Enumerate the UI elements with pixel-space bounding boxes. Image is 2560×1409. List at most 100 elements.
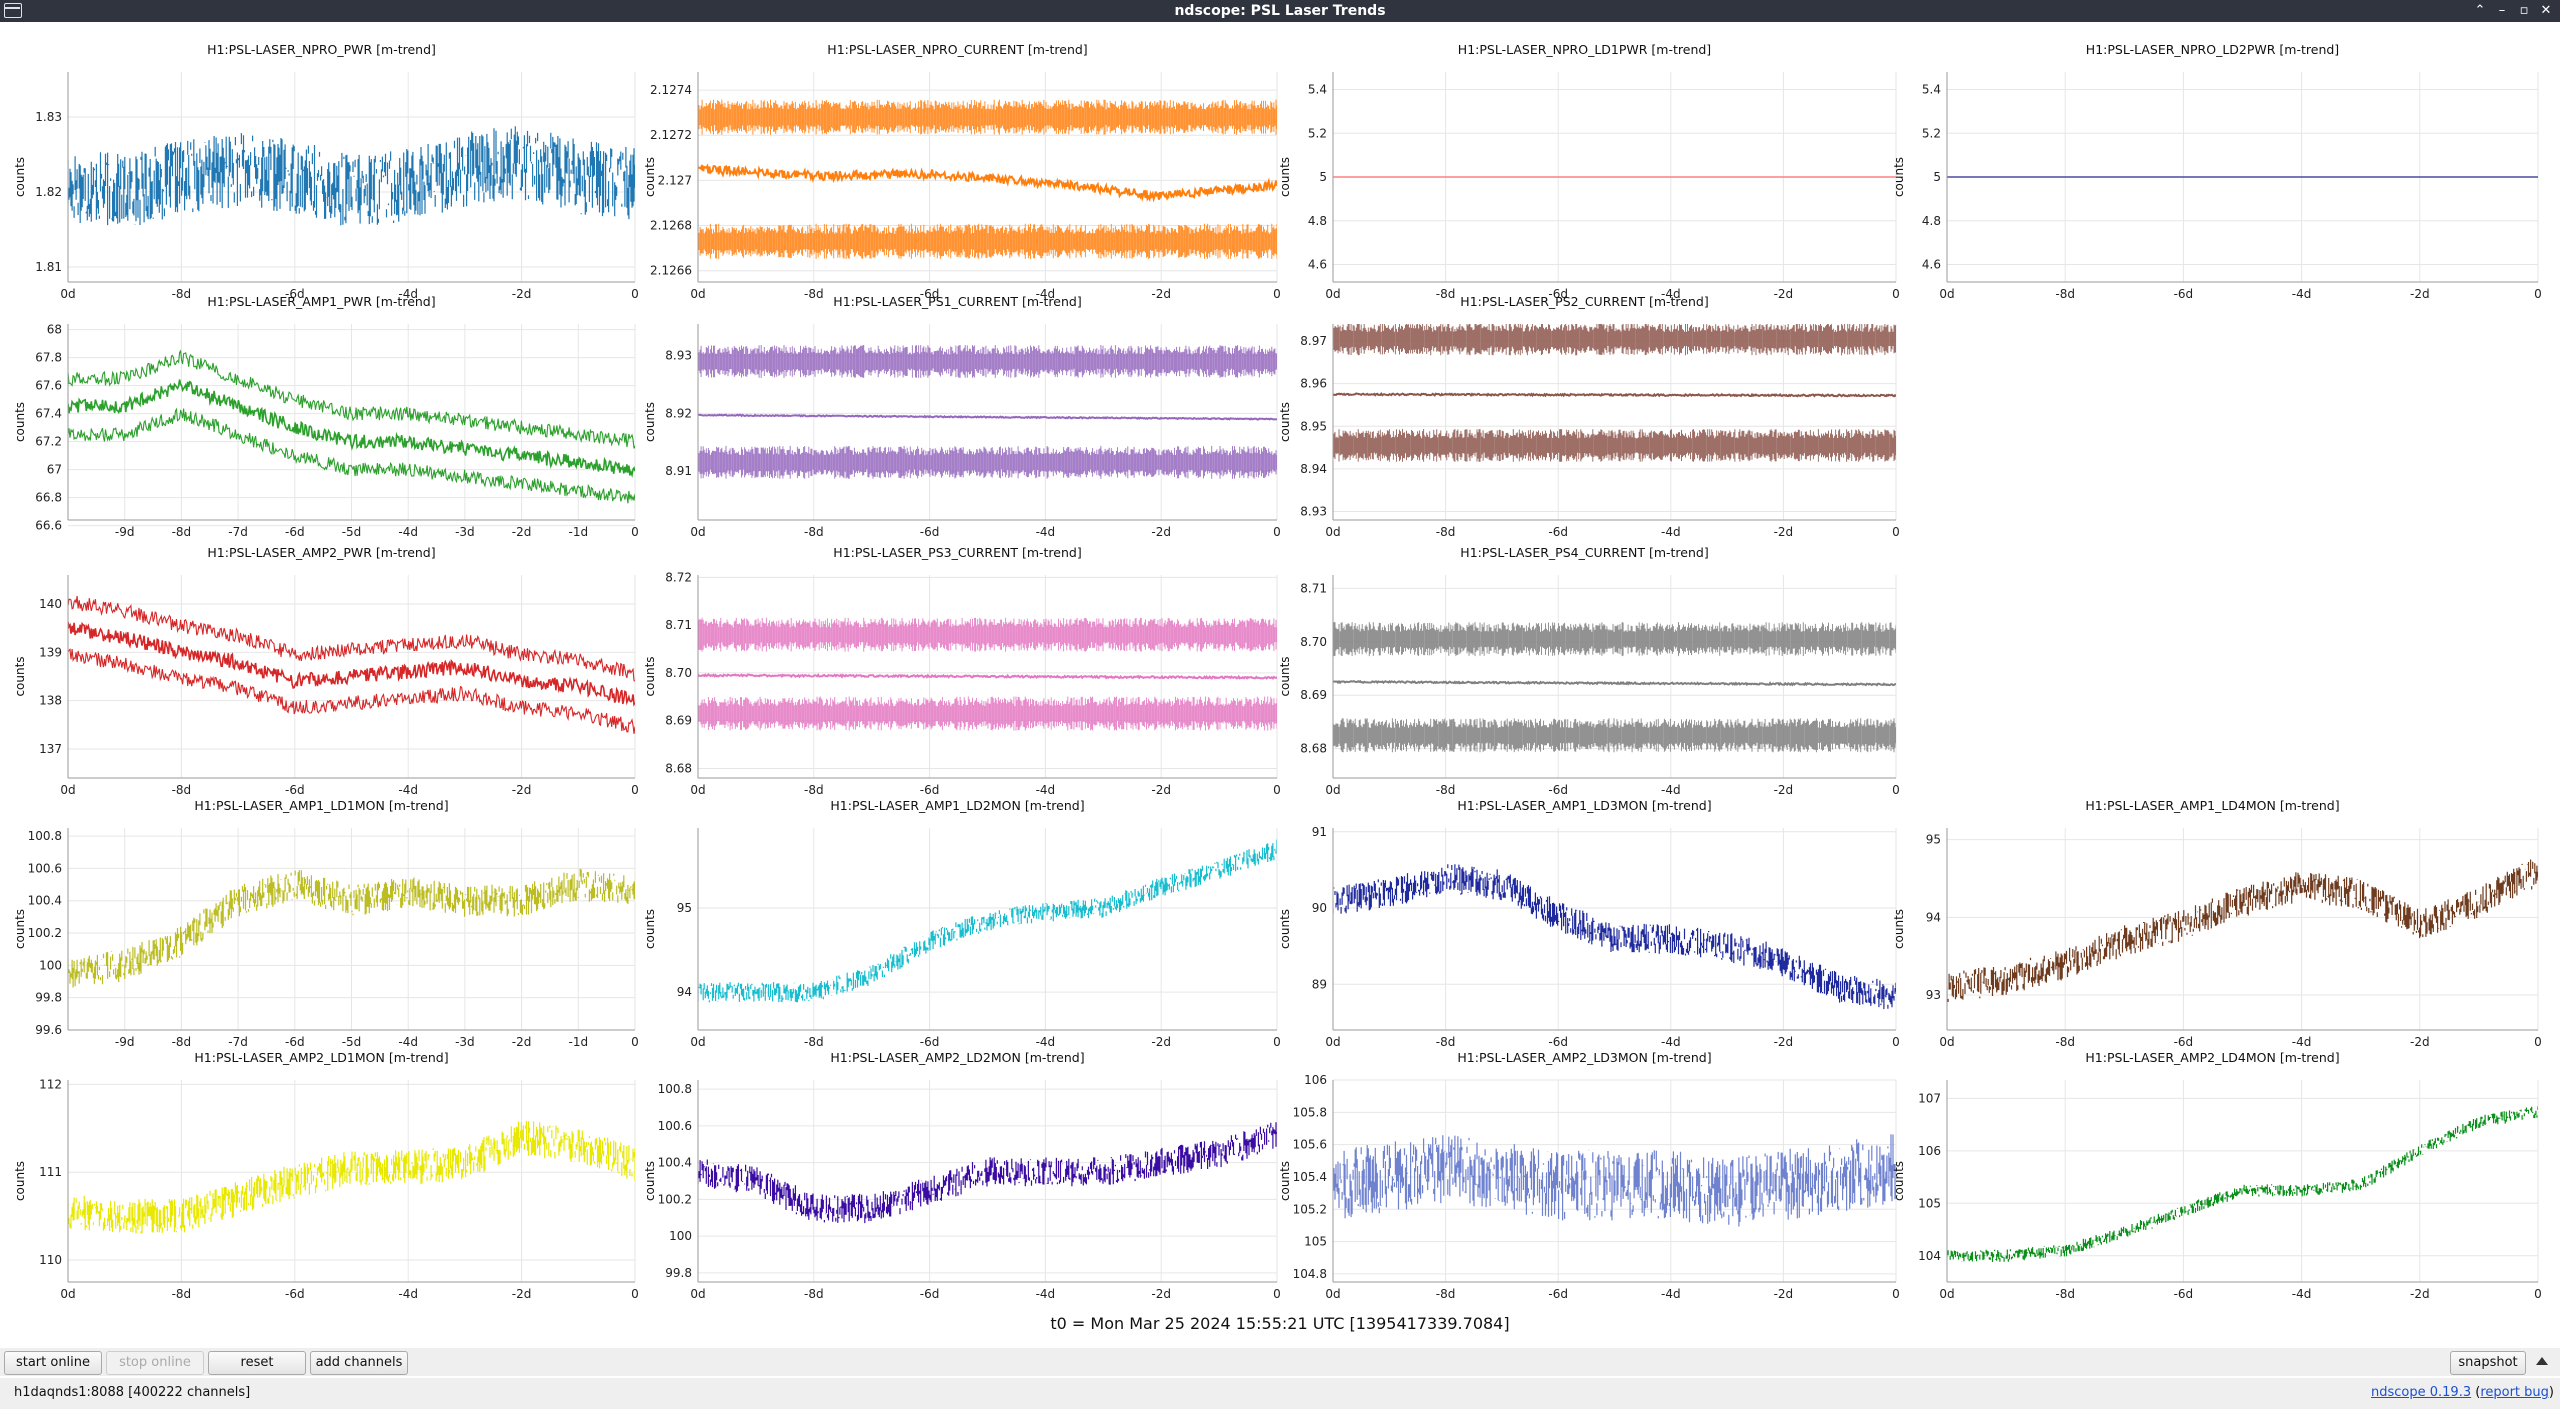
x-tick-label: 0d [690,783,705,797]
y-tick-label: 106 [1304,1073,1327,1087]
series-group [1333,622,1896,753]
plot-panel-3[interactable]: 4.6 4.8 5 5.2 5.4 0d -8d -6d -4d -2d 0 H1:PSL-LASER… [1278,42,1900,301]
reset-button[interactable]: reset [208,1351,306,1375]
x-tick-label: -4d [1036,525,1056,539]
x-tick-label: 0 [2534,287,2542,301]
y-tick-label: 67.6 [35,379,62,393]
x-tick-label: 0 [1892,783,1900,797]
plot-panel-2[interactable]: 2.1266 2.1268 2.127 2.1272 2.1274 0d -8d -6d -4d… [643,42,1281,301]
plot-panel-7[interactable]: 8.93 8.94 8.95 8.96 8.97 0d -8d -6d -4d -2d 0 H1:PS… [1278,294,1900,539]
series-line [68,868,635,988]
y-tick-label: 105 [1304,1235,1327,1249]
x-tick-label: 0 [1273,1035,1281,1049]
y-tick-label: 66.6 [35,519,62,533]
plot-panel-8[interactable]: 137 138 139 140 0d -8d -6d -4d -2d 0 H1:PSL-LASER_… [13,545,639,797]
y-axis-label: counts [1278,656,1292,696]
shade-button[interactable]: ⌃ [2474,3,2486,18]
x-tick-label: -3d [455,1035,475,1049]
y-tick-label: 1.82 [35,185,62,199]
x-tick-label: 0d [60,1287,75,1301]
x-tick-label: -6d [1548,1287,1568,1301]
series-group [68,1120,635,1234]
plot-panel-11[interactable]: 99.6 99.8 100 100.2 100.4 100.6 100.8 -9d -8d -7d… [13,798,639,1049]
x-tick-label: -6d [285,1035,305,1049]
y-axis-label: counts [13,656,27,696]
plot-title: H1:PSL-LASER_AMP2_LD3MON [m-trend] [1457,1050,1711,1065]
plot-panel-13[interactable]: 89 90 91 0d -8d -6d -4d -2d 0 H1:PSL-LASER_AMP1_L… [1278,798,1900,1049]
x-tick-label: -8d [2055,1035,2075,1049]
x-tick-label: 0 [1273,525,1281,539]
snapshot-button[interactable]: snapshot [2450,1351,2526,1375]
plot-title: H1:PSL-LASER_AMP1_LD1MON [m-trend] [194,798,448,813]
plot-panel-6[interactable]: 8.91 8.92 8.93 0d -8d -6d -4d -2d 0 H1:PSL-LASER_… [643,294,1281,539]
series-line [1333,1134,1896,1227]
plot-title: H1:PSL-LASER_NPRO_PWR [m-trend] [207,42,436,57]
x-tick-label: 0d [690,287,705,301]
plot-panel-15[interactable]: 110 111 112 0d -8d -6d -4d -2d 0 H1:PSL-LASER_AMP… [13,1050,639,1301]
plot-panel-12[interactable]: 94 95 0d -8d -6d -4d -2d 0 H1:PSL-LASER_AMP1_LD2… [643,798,1281,1049]
y-tick-label: 95 [1926,833,1941,847]
y-tick-label: 99.6 [35,1023,62,1037]
x-tick-label: -6d [920,287,940,301]
x-tick-label: -8d [804,287,824,301]
series-line [68,379,635,478]
y-tick-label: 67.8 [35,351,62,365]
y-tick-label: 100 [39,958,62,972]
plot-panel-18[interactable]: 104 105 106 107 0d -8d -6d -4d -2d 0 H1:PSL-LASER_… [1892,1050,2542,1301]
y-tick-label: 112 [39,1077,62,1091]
x-tick-label: -4d [1661,287,1681,301]
collapse-arrow-icon[interactable] [2536,1357,2548,1365]
series-group [1333,864,1896,1010]
x-tick-label: -8d [172,1287,192,1301]
close-button[interactable]: ✕ [2540,3,2552,18]
y-axis-label: counts [1892,157,1906,197]
plot-canvas[interactable]: 1.81 1.82 1.83 0d -8d -6d -4d -2d 0 H1:PSL-LASER_… [0,22,2560,1312]
x-tick-label: 0d [1325,525,1340,539]
paren-close: ) [2548,1385,2554,1400]
y-axis-label: counts [1892,1161,1906,1201]
start-online-button[interactable]: start online [4,1351,102,1375]
plot-panel-1[interactable]: 1.81 1.82 1.83 0d -8d -6d -4d -2d 0 H1:PSL-LASER_… [13,42,639,301]
series-band [1333,622,1896,657]
x-tick-label: -6d [920,1287,940,1301]
y-tick-label: 8.94 [1300,462,1327,476]
y-tick-label: 66.8 [35,491,62,505]
y-tick-label: 140 [39,597,62,611]
x-tick-label: 0 [1892,1035,1900,1049]
y-tick-label: 104 [1918,1249,1941,1263]
control-bar: start online stop online reset add chann… [0,1348,2560,1376]
plot-panel-4[interactable]: 4.6 4.8 5 5.2 5.4 0d -8d -6d -4d -2d 0 H1:PSL-LASER… [1892,42,2542,301]
plot-title: H1:PSL-LASER_AMP2_LD1MON [m-trend] [194,1050,448,1065]
plot-panel-5[interactable]: 66.6 66.8 67 67.2 67.4 67.6 67.8 68 -9d -8d -7d -6d… [13,294,639,539]
minimize-button[interactable]: – [2498,3,2506,18]
y-tick-label: 139 [39,645,62,659]
add-channels-button[interactable]: add channels [310,1351,408,1375]
y-axis-label: counts [13,157,27,197]
plot-panel-14[interactable]: 93 94 95 0d -8d -6d -4d -2d 0 H1:PSL-LASER_AMP1_L… [1892,798,2542,1049]
app-icon[interactable] [4,3,22,18]
plot-panel-17[interactable]: 104.8 105 105.2 105.4 105.6 105.8 106 0d -8d -6d -… [1278,1050,1900,1301]
x-tick-label: -8d [804,1287,824,1301]
y-axis-label: counts [13,1161,27,1201]
plot-panel-16[interactable]: 99.8 100 100.2 100.4 100.6 100.8 0d -8d -6d -4d -2… [643,1050,1281,1301]
report-bug-link[interactable]: report bug [2480,1385,2549,1400]
series-group [68,868,635,988]
plot-title: H1:PSL-LASER_PS1_CURRENT [m-trend] [833,294,1081,309]
x-tick-label: -2d [1151,1035,1171,1049]
version-link[interactable]: ndscope 0.19.3 [2371,1385,2472,1400]
y-tick-label: 105.8 [1293,1105,1327,1119]
y-tick-label: 5.2 [1308,126,1327,140]
plot-panel-9[interactable]: 8.68 8.69 8.70 8.71 8.72 0d -8d -6d -4d -2d 0 H1:PS… [643,545,1281,797]
maximize-button[interactable]: ▫ [2519,3,2529,18]
plot-title: H1:PSL-LASER_PS2_CURRENT [m-trend] [1460,294,1708,309]
x-tick-label: -8d [172,1035,192,1049]
plot-panel-10[interactable]: 8.68 8.69 8.70 8.71 0d -8d -6d -4d -2d 0 H1:PSL-LA… [1278,545,1900,797]
x-tick-label: -2d [512,525,532,539]
y-tick-label: 8.93 [1300,504,1327,518]
y-tick-label: 137 [39,742,62,756]
x-tick-label: -8d [172,525,192,539]
y-tick-label: 5.4 [1308,83,1327,97]
stop-online-button[interactable]: stop online [106,1351,204,1375]
y-tick-label: 8.69 [1300,688,1327,702]
x-tick-label: -2d [512,287,532,301]
